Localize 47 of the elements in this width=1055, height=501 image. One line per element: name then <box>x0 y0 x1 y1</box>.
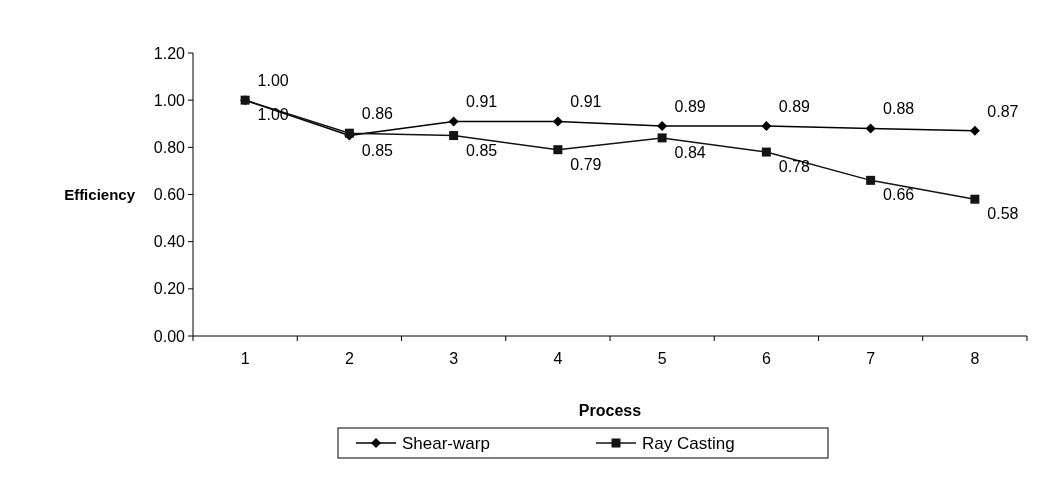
x-axis-title: Process <box>578 402 642 419</box>
data-label: 1.00 <box>257 106 289 124</box>
y-tick-label: 0.40 <box>153 233 186 251</box>
data-label: 0.85 <box>361 141 394 159</box>
point <box>553 145 563 155</box>
data-label: 0.86 <box>361 105 394 123</box>
data-label: 0.66 <box>883 186 915 204</box>
y-tick-label: 0.00 <box>153 327 186 345</box>
point <box>969 125 980 136</box>
data-label: 0.79 <box>570 155 602 173</box>
data-label: 0.89 <box>778 98 811 116</box>
data-label: 1.00 <box>257 72 289 90</box>
y-tick-label: 1.20 <box>153 44 186 62</box>
y-tick-label: 0.60 <box>153 186 186 204</box>
point <box>865 123 876 134</box>
legend-label: Ray Casting <box>642 433 735 453</box>
point <box>657 133 667 143</box>
x-tick-label: 3 <box>449 350 459 367</box>
y-tick-label: 0.20 <box>153 280 186 298</box>
point <box>970 194 980 204</box>
data-label: 0.91 <box>570 93 602 111</box>
legend-label: Shear-warp <box>402 433 490 453</box>
data-label: 0.78 <box>778 158 811 176</box>
x-tick-label: 4 <box>553 350 563 367</box>
x-tick-label: 6 <box>761 350 771 367</box>
x-tick-label: 2 <box>344 350 354 367</box>
data-label: 0.87 <box>987 102 1019 120</box>
x-tick-label: 7 <box>866 350 876 367</box>
point <box>761 121 772 132</box>
data-label: 0.58 <box>987 205 1019 223</box>
data-label: 0.89 <box>674 98 706 116</box>
data-label: 0.91 <box>466 93 498 111</box>
x-tick-label: 8 <box>970 350 980 367</box>
y-axis-title: Efficiency <box>64 185 136 203</box>
point <box>866 175 876 185</box>
point <box>552 116 563 127</box>
point <box>448 116 459 127</box>
y-tick-label: 1.00 <box>153 91 186 109</box>
x-tick-label: 5 <box>657 350 667 367</box>
y-tick-label: 0.80 <box>153 138 186 156</box>
point <box>449 131 459 141</box>
data-label: 0.84 <box>674 143 706 161</box>
point <box>761 147 771 157</box>
x-tick-label: 1 <box>240 350 250 367</box>
point <box>657 121 668 132</box>
data-label: 0.88 <box>883 100 915 118</box>
data-label: 0.85 <box>466 141 498 159</box>
